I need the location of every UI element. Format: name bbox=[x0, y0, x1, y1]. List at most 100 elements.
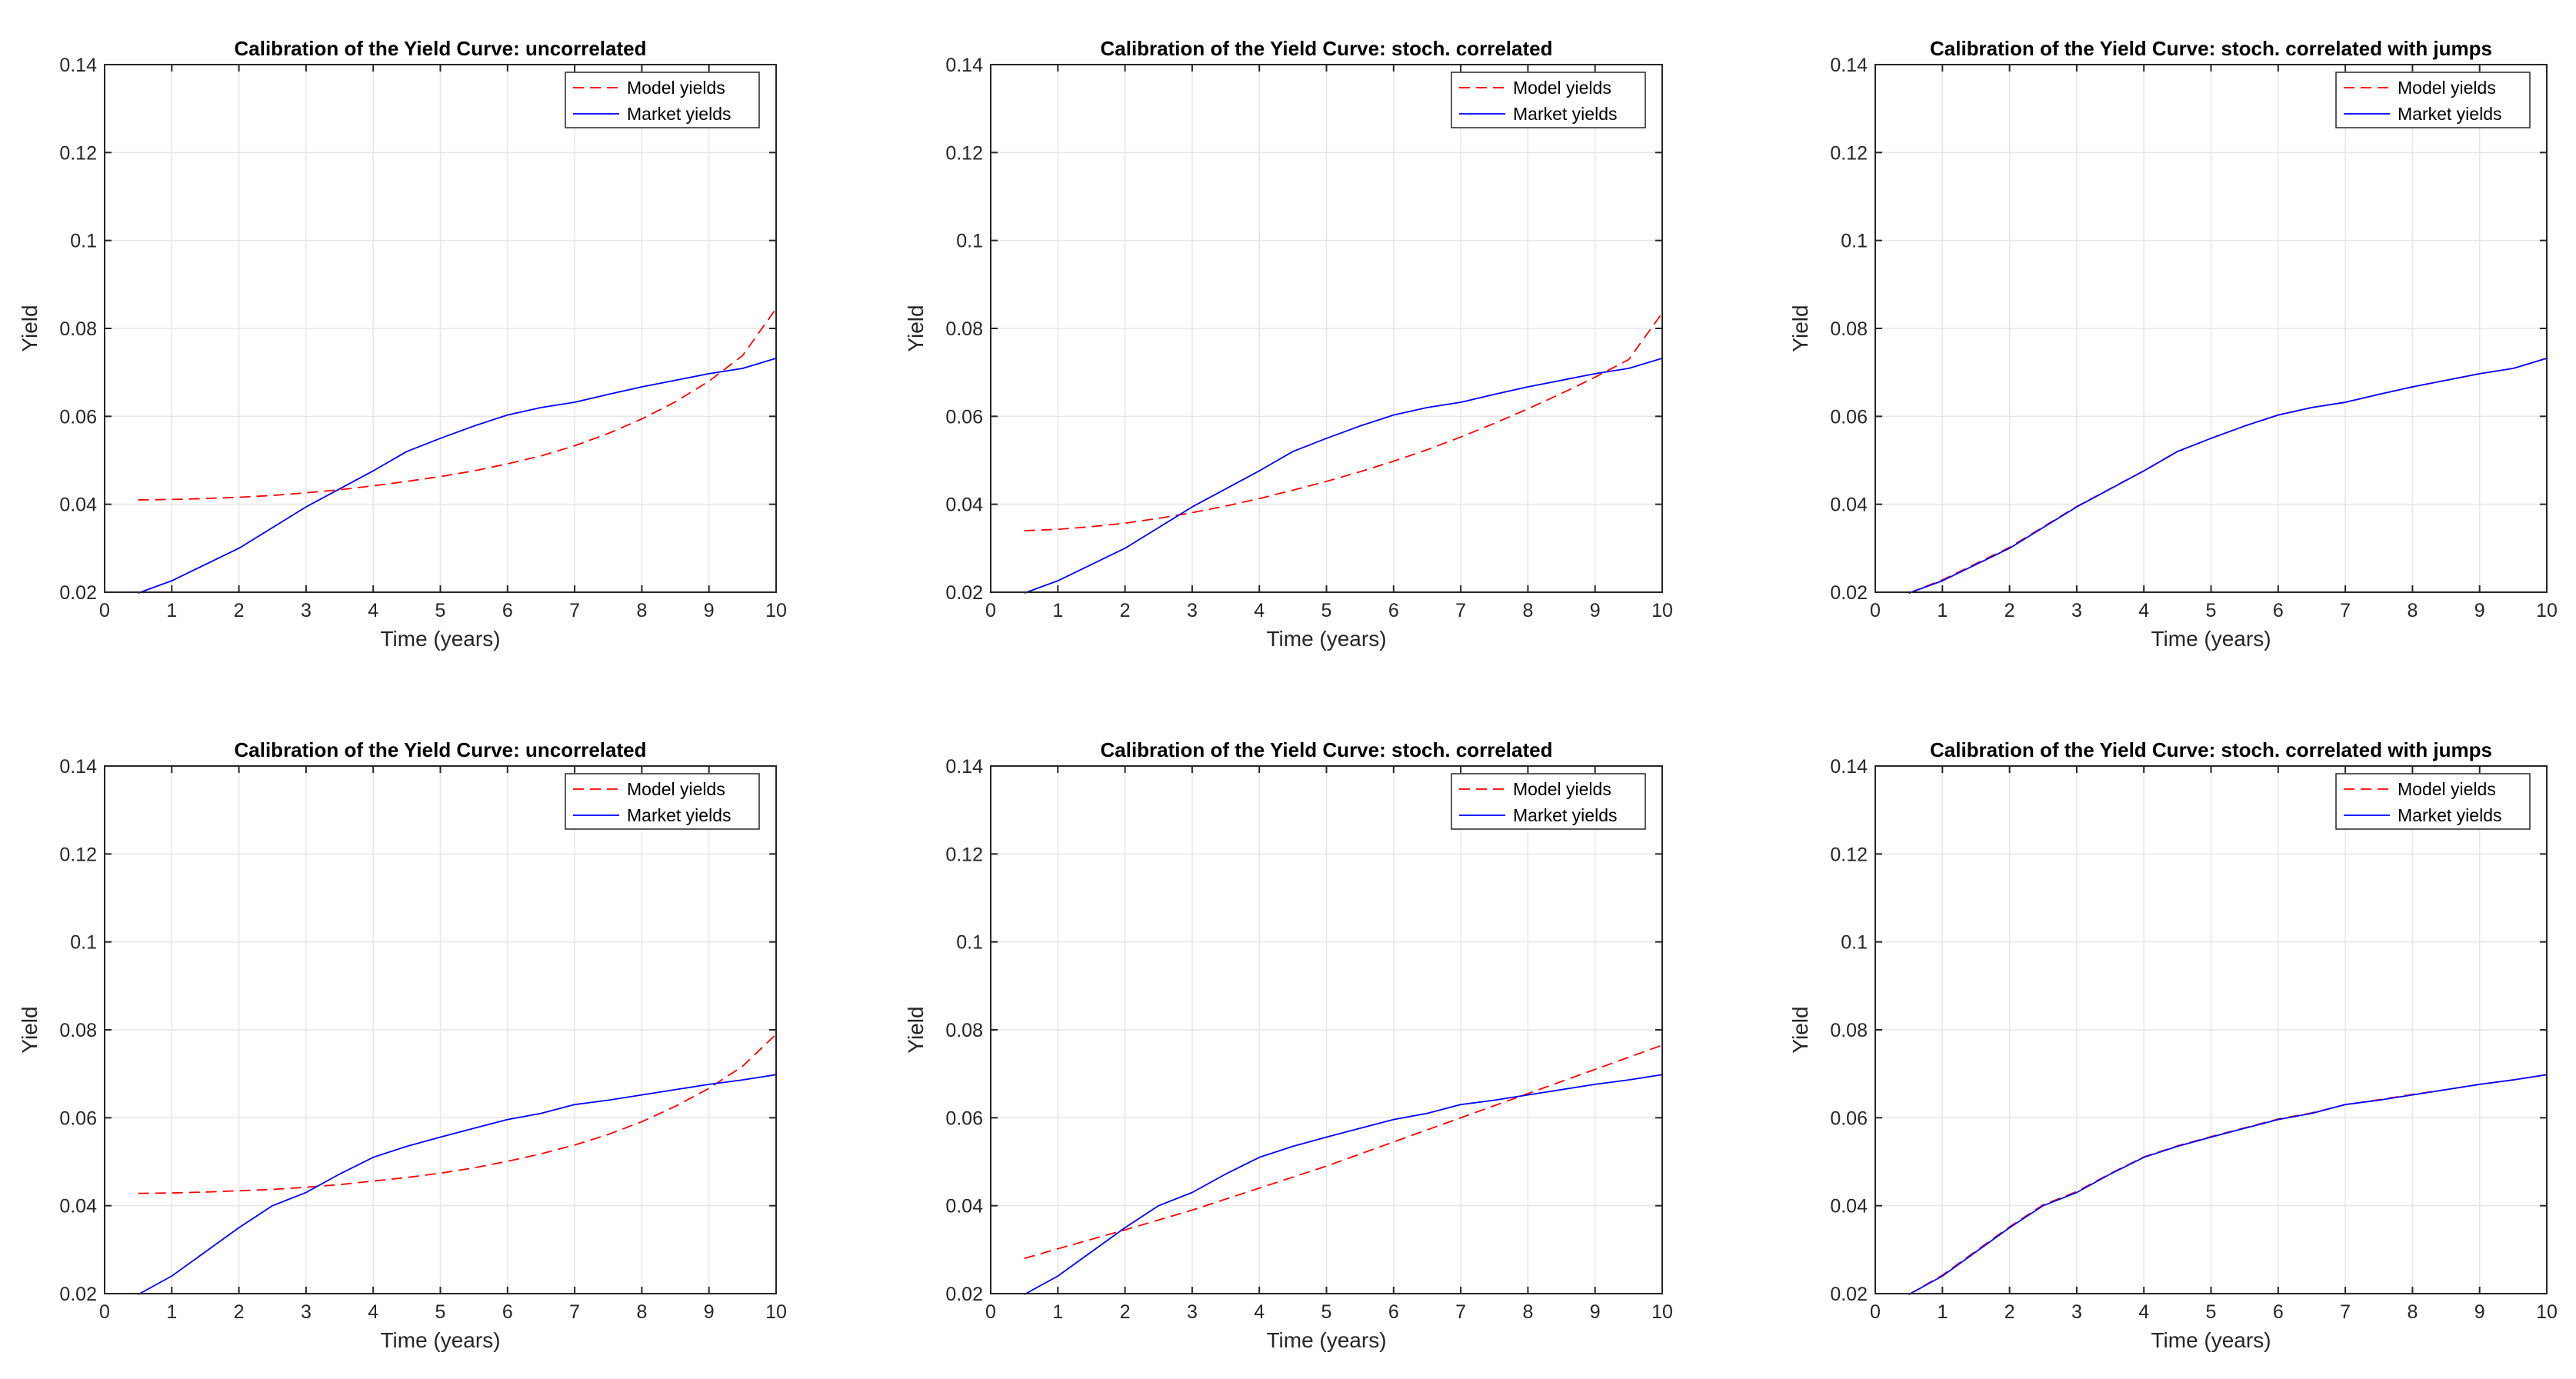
x-tick-label: 9 bbox=[1590, 1301, 1601, 1323]
y-axis-label: Yield bbox=[904, 1006, 928, 1053]
y-tick-label: 0.02 bbox=[59, 1284, 97, 1305]
y-tick-label: 0.1 bbox=[1841, 231, 1868, 252]
chart-panel-5: 0 1 2 3 4 5 6 7 8 9 10 0.02 0.04 0.06 0.08 0.1 0.12 0.14 C… bbox=[904, 738, 1673, 1352]
x-tick-label: 4 bbox=[1254, 1301, 1265, 1323]
market-yields-line bbox=[1908, 358, 2548, 594]
x-tick-label: 2 bbox=[2004, 1301, 2015, 1323]
x-tick-label: 8 bbox=[636, 600, 647, 621]
y-tick-label: 0.14 bbox=[59, 55, 97, 76]
x-tick-label: 8 bbox=[1522, 1301, 1533, 1323]
x-tick-label: 1 bbox=[166, 600, 177, 621]
legend: Model yields Market yields bbox=[1451, 72, 1646, 128]
x-tick-label: 6 bbox=[502, 1301, 513, 1323]
legend-label: Market yields bbox=[627, 805, 731, 825]
y-tick-label: 0.1 bbox=[70, 231, 97, 252]
y-tick-label: 0.14 bbox=[945, 55, 983, 76]
legend-label: Model yields bbox=[2398, 779, 2496, 799]
x-tick-label: 2 bbox=[2004, 600, 2015, 621]
market-yields-line bbox=[138, 358, 777, 594]
chart-title: Calibration of the Yield Curve: stoch. c… bbox=[1930, 738, 2492, 761]
model-yields-line bbox=[138, 308, 777, 501]
y-tick-label: 0.02 bbox=[1830, 1284, 1868, 1305]
legend-label: Model yields bbox=[627, 78, 725, 98]
y-tick-label: 0.08 bbox=[1830, 1020, 1868, 1041]
legend-box bbox=[565, 72, 760, 128]
market-yields-line bbox=[1024, 1074, 1663, 1295]
x-tick-label: 5 bbox=[1321, 600, 1332, 621]
x-tick-label: 1 bbox=[1052, 1301, 1063, 1323]
x-tick-label: 5 bbox=[1321, 1301, 1332, 1323]
y-tick-label: 0.04 bbox=[945, 495, 983, 516]
y-tick-label: 0.02 bbox=[945, 1284, 983, 1305]
chart-panel-4: 0 1 2 3 4 5 6 7 8 9 10 0.02 0.04 0.06 0.08 0.1 0.12 0.14 C… bbox=[18, 738, 787, 1352]
x-tick-label: 2 bbox=[1120, 600, 1131, 621]
y-tick-label: 0.14 bbox=[1830, 55, 1868, 76]
model-yields-line bbox=[1024, 312, 1663, 531]
x-tick-label: 9 bbox=[2474, 600, 2485, 621]
market-yields-line bbox=[138, 1074, 777, 1295]
legend-label: Model yields bbox=[2398, 78, 2496, 98]
y-tick-label: 0.02 bbox=[59, 582, 97, 604]
x-tick-label: 0 bbox=[985, 600, 996, 621]
y-axis-label: Yield bbox=[904, 305, 928, 351]
legend-box bbox=[2335, 773, 2531, 830]
y-tick-label: 0.08 bbox=[59, 318, 97, 340]
x-tick-label: 6 bbox=[2273, 600, 2284, 621]
y-tick-label: 0.04 bbox=[1830, 495, 1868, 516]
x-tick-label: 0 bbox=[985, 1301, 996, 1323]
y-tick-label: 0.1 bbox=[70, 932, 97, 954]
x-tick-label: 0 bbox=[99, 1301, 110, 1323]
y-tick-label: 0.06 bbox=[945, 1108, 983, 1129]
y-tick-label: 0.06 bbox=[59, 1108, 97, 1129]
chart-panel-1: 0 1 2 3 4 5 6 7 8 9 10 0.02 0.04 0.06 0.08 0.1 0.12 0.14 C… bbox=[18, 37, 787, 651]
x-tick-label: 7 bbox=[1455, 1301, 1466, 1323]
x-tick-label: 8 bbox=[2407, 1301, 2418, 1323]
y-tick-label: 0.08 bbox=[59, 1020, 97, 1041]
legend: Model yields Market yields bbox=[565, 773, 760, 830]
legend: Model yields Market yields bbox=[1451, 773, 1646, 830]
x-tick-label: 7 bbox=[2340, 1301, 2351, 1323]
x-tick-label: 5 bbox=[2206, 1301, 2217, 1323]
legend-label: Model yields bbox=[627, 779, 725, 799]
x-tick-label: 1 bbox=[1937, 1301, 1948, 1323]
x-tick-label: 3 bbox=[301, 600, 312, 621]
x-tick-label: 4 bbox=[1254, 600, 1265, 621]
y-tick-label: 0.1 bbox=[1841, 932, 1868, 954]
x-tick-label: 0 bbox=[1870, 600, 1881, 621]
x-tick-label: 3 bbox=[2071, 1301, 2082, 1323]
x-tick-label: 4 bbox=[368, 1301, 378, 1323]
y-tick-label: 0.04 bbox=[59, 495, 97, 516]
legend-label: Model yields bbox=[1513, 78, 1611, 98]
legend: Model yields Market yields bbox=[565, 72, 760, 128]
y-tick-label: 0.12 bbox=[1830, 142, 1868, 164]
x-tick-label: 5 bbox=[435, 600, 446, 621]
market-yields-line bbox=[1024, 358, 1663, 594]
y-tick-label: 0.12 bbox=[59, 142, 97, 164]
legend-label: Model yields bbox=[1513, 779, 1611, 799]
y-tick-label: 0.12 bbox=[1830, 844, 1868, 865]
y-axis-label: Yield bbox=[1788, 1006, 1812, 1053]
x-tick-label: 10 bbox=[1651, 600, 1673, 621]
x-tick-label: 7 bbox=[569, 1301, 580, 1323]
chart-title: Calibration of the Yield Curve: stoch. c… bbox=[1100, 738, 1552, 761]
chart-panel-6: 0 1 2 3 4 5 6 7 8 9 10 0.02 0.04 0.06 0.08 0.1 0.12 0.14 C… bbox=[1788, 738, 2558, 1352]
x-axis-label: Time (years) bbox=[2151, 1328, 2271, 1352]
model-yields-line bbox=[138, 1034, 777, 1194]
market-yields-line bbox=[1908, 1074, 2548, 1295]
y-tick-label: 0.12 bbox=[945, 142, 983, 164]
x-tick-label: 1 bbox=[1937, 600, 1948, 621]
x-tick-label: 2 bbox=[234, 600, 245, 621]
x-axis-label: Time (years) bbox=[1266, 627, 1386, 651]
legend-label: Market yields bbox=[1513, 104, 1617, 124]
x-tick-label: 6 bbox=[1388, 600, 1399, 621]
chart-panel-2: 0 1 2 3 4 5 6 7 8 9 10 0.02 0.04 0.06 0.08 0.1 0.12 0.14 C… bbox=[904, 37, 1673, 651]
chart-title: Calibration of the Yield Curve: stoch. c… bbox=[1930, 37, 2492, 60]
legend-label: Market yields bbox=[627, 104, 731, 124]
y-tick-label: 0.14 bbox=[945, 756, 983, 778]
y-tick-label: 0.12 bbox=[945, 844, 983, 865]
x-axis-label: Time (years) bbox=[2151, 627, 2271, 651]
x-tick-label: 3 bbox=[301, 1301, 312, 1323]
y-tick-label: 0.1 bbox=[956, 932, 983, 954]
y-axis-label: Yield bbox=[18, 1006, 42, 1053]
x-tick-label: 5 bbox=[435, 1301, 446, 1323]
